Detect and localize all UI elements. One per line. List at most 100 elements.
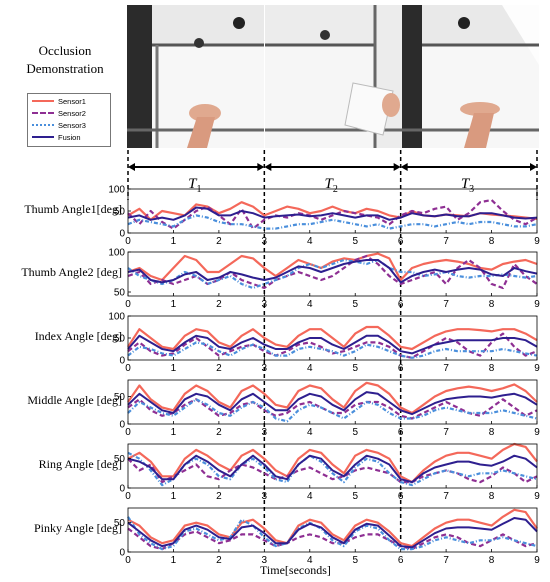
- y-tick-label: 50: [114, 288, 126, 299]
- series-line-fusion: [127, 259, 538, 284]
- series-line-fusion: [127, 517, 538, 549]
- chart-panel: 0 50 0 1 2 3 4 5 6 7 8 9: [114, 507, 540, 566]
- series-line-sensor2: [127, 457, 538, 484]
- x-tick-label: 3: [262, 363, 268, 374]
- x-tick-label: 0: [125, 299, 131, 310]
- x-tick-label: 2: [216, 299, 222, 310]
- x-tick-label: 4: [307, 491, 313, 502]
- x-tick-label: 4: [307, 236, 313, 247]
- series-line-sensor2: [127, 198, 538, 230]
- x-tick-label: 9: [534, 491, 540, 502]
- photo-t2: [265, 5, 402, 148]
- series-line-sensor1: [127, 442, 538, 484]
- series-line-sensor3: [127, 341, 538, 359]
- y-tick-label: 50: [114, 334, 126, 345]
- chart-panel: 0 50 100 0 1 2 3 4 5 6 7 8 9: [108, 312, 540, 375]
- y-tick-label: 0: [119, 548, 125, 559]
- x-tick-label: 2: [216, 363, 222, 374]
- x-tick-label: 0: [125, 363, 131, 374]
- x-tick-label: 8: [489, 363, 495, 374]
- series-line-fusion: [127, 454, 538, 484]
- series-line-sensor2: [127, 398, 538, 420]
- interval-arrowhead: [530, 163, 537, 171]
- x-tick-label: 5: [352, 363, 358, 374]
- x-tick-label: 2: [216, 491, 222, 502]
- axes-frame: [127, 443, 538, 489]
- legend-swatch-sensor1: [32, 100, 54, 102]
- x-tick-label: 2: [216, 427, 222, 438]
- x-tick-label: 9: [534, 427, 540, 438]
- x-tick-label: 6: [398, 491, 404, 502]
- legend-item: Sensor3: [32, 119, 86, 131]
- interval-arrowhead: [128, 163, 135, 171]
- x-tick-label: 1: [171, 427, 177, 438]
- photo-t1: [127, 5, 264, 148]
- y-axis-label: Middle Angle [deg]: [27, 393, 122, 407]
- legend-label: Sensor1: [58, 96, 86, 106]
- series-line-sensor1: [127, 252, 538, 282]
- y-tick-label: 0: [119, 484, 125, 495]
- y-tick-label: 50: [114, 454, 126, 465]
- x-tick-label: 9: [534, 363, 540, 374]
- x-axis-title: Time[seconds]: [260, 563, 331, 577]
- x-tick-label: 2: [216, 555, 222, 566]
- x-tick-label: 5: [352, 555, 358, 566]
- series-line-sensor3: [127, 398, 538, 423]
- x-tick-label: 7: [443, 555, 449, 566]
- y-axis-label: Ring Angle [deg]: [38, 457, 122, 471]
- legend-swatch-sensor2: [32, 112, 54, 114]
- y-tick-label: 50: [114, 518, 126, 529]
- chart-panel: 0 50 0 1 2 3 4 5 6 7 8 9: [114, 442, 540, 502]
- x-tick-label: 3: [262, 299, 268, 310]
- legend-item: Sensor2: [32, 107, 86, 119]
- series-line-sensor2: [127, 527, 538, 551]
- series-line-fusion: [127, 391, 538, 416]
- x-tick-label: 7: [443, 427, 449, 438]
- x-tick-label: 8: [489, 491, 495, 502]
- chart-panel: 0 50 100 0 1 2 3 4 5 6 7 8 9: [108, 185, 540, 248]
- legend-swatch-fusion: [32, 136, 54, 138]
- legend-item: Sensor1: [32, 95, 86, 107]
- series-line-sensor1: [127, 381, 538, 415]
- interval-arrowhead: [393, 163, 401, 171]
- x-tick-label: 9: [534, 236, 540, 247]
- x-tick-label: 3: [262, 555, 268, 566]
- y-tick-label: 100: [108, 248, 125, 259]
- photo-t3: [402, 5, 539, 148]
- x-tick-label: 8: [489, 555, 495, 566]
- interval-arrowhead: [264, 163, 272, 171]
- y-tick-label: 0: [119, 229, 125, 240]
- x-tick-label: 4: [307, 555, 313, 566]
- series-line-sensor3: [127, 258, 538, 290]
- series-line-sensor1: [127, 508, 538, 548]
- y-axis-label: Thumb Angle1[deg]: [24, 202, 122, 216]
- chart-panel: 50 100 0 1 2 3 4 5 6 7 8 9: [108, 248, 540, 311]
- x-tick-label: 1: [171, 236, 177, 247]
- axes-frame: [127, 507, 538, 553]
- legend-label: Fusion: [58, 132, 81, 142]
- legend-swatch-sensor3: [32, 124, 54, 126]
- interval-markers: T1 T2 T3: [127, 150, 538, 200]
- y-axis-label: Thumb Angle2 [deg]: [21, 265, 122, 279]
- x-tick-label: 6: [398, 555, 404, 566]
- x-tick-label: 4: [307, 363, 313, 374]
- y-tick-label: 50: [114, 392, 126, 403]
- y-tick-label: 0: [119, 420, 125, 431]
- x-tick-label: 6: [398, 427, 404, 438]
- interval-arrowhead: [257, 163, 265, 171]
- axes-frame: [127, 251, 538, 297]
- x-tick-label: 5: [352, 427, 358, 438]
- series-line-sensor3: [127, 451, 538, 487]
- legend-item: Fusion: [32, 131, 81, 143]
- x-tick-label: 7: [443, 363, 449, 374]
- x-tick-label: 5: [352, 491, 358, 502]
- x-tick-label: 0: [125, 427, 131, 438]
- y-tick-label: 100: [108, 312, 125, 323]
- x-tick-label: 7: [443, 299, 449, 310]
- series-line-fusion: [127, 334, 538, 355]
- x-tick-label: 6: [398, 236, 404, 247]
- legend-label: Sensor2: [58, 108, 86, 118]
- x-tick-label: 7: [443, 236, 449, 247]
- x-tick-label: 2: [216, 236, 222, 247]
- x-tick-label: 3: [262, 236, 268, 247]
